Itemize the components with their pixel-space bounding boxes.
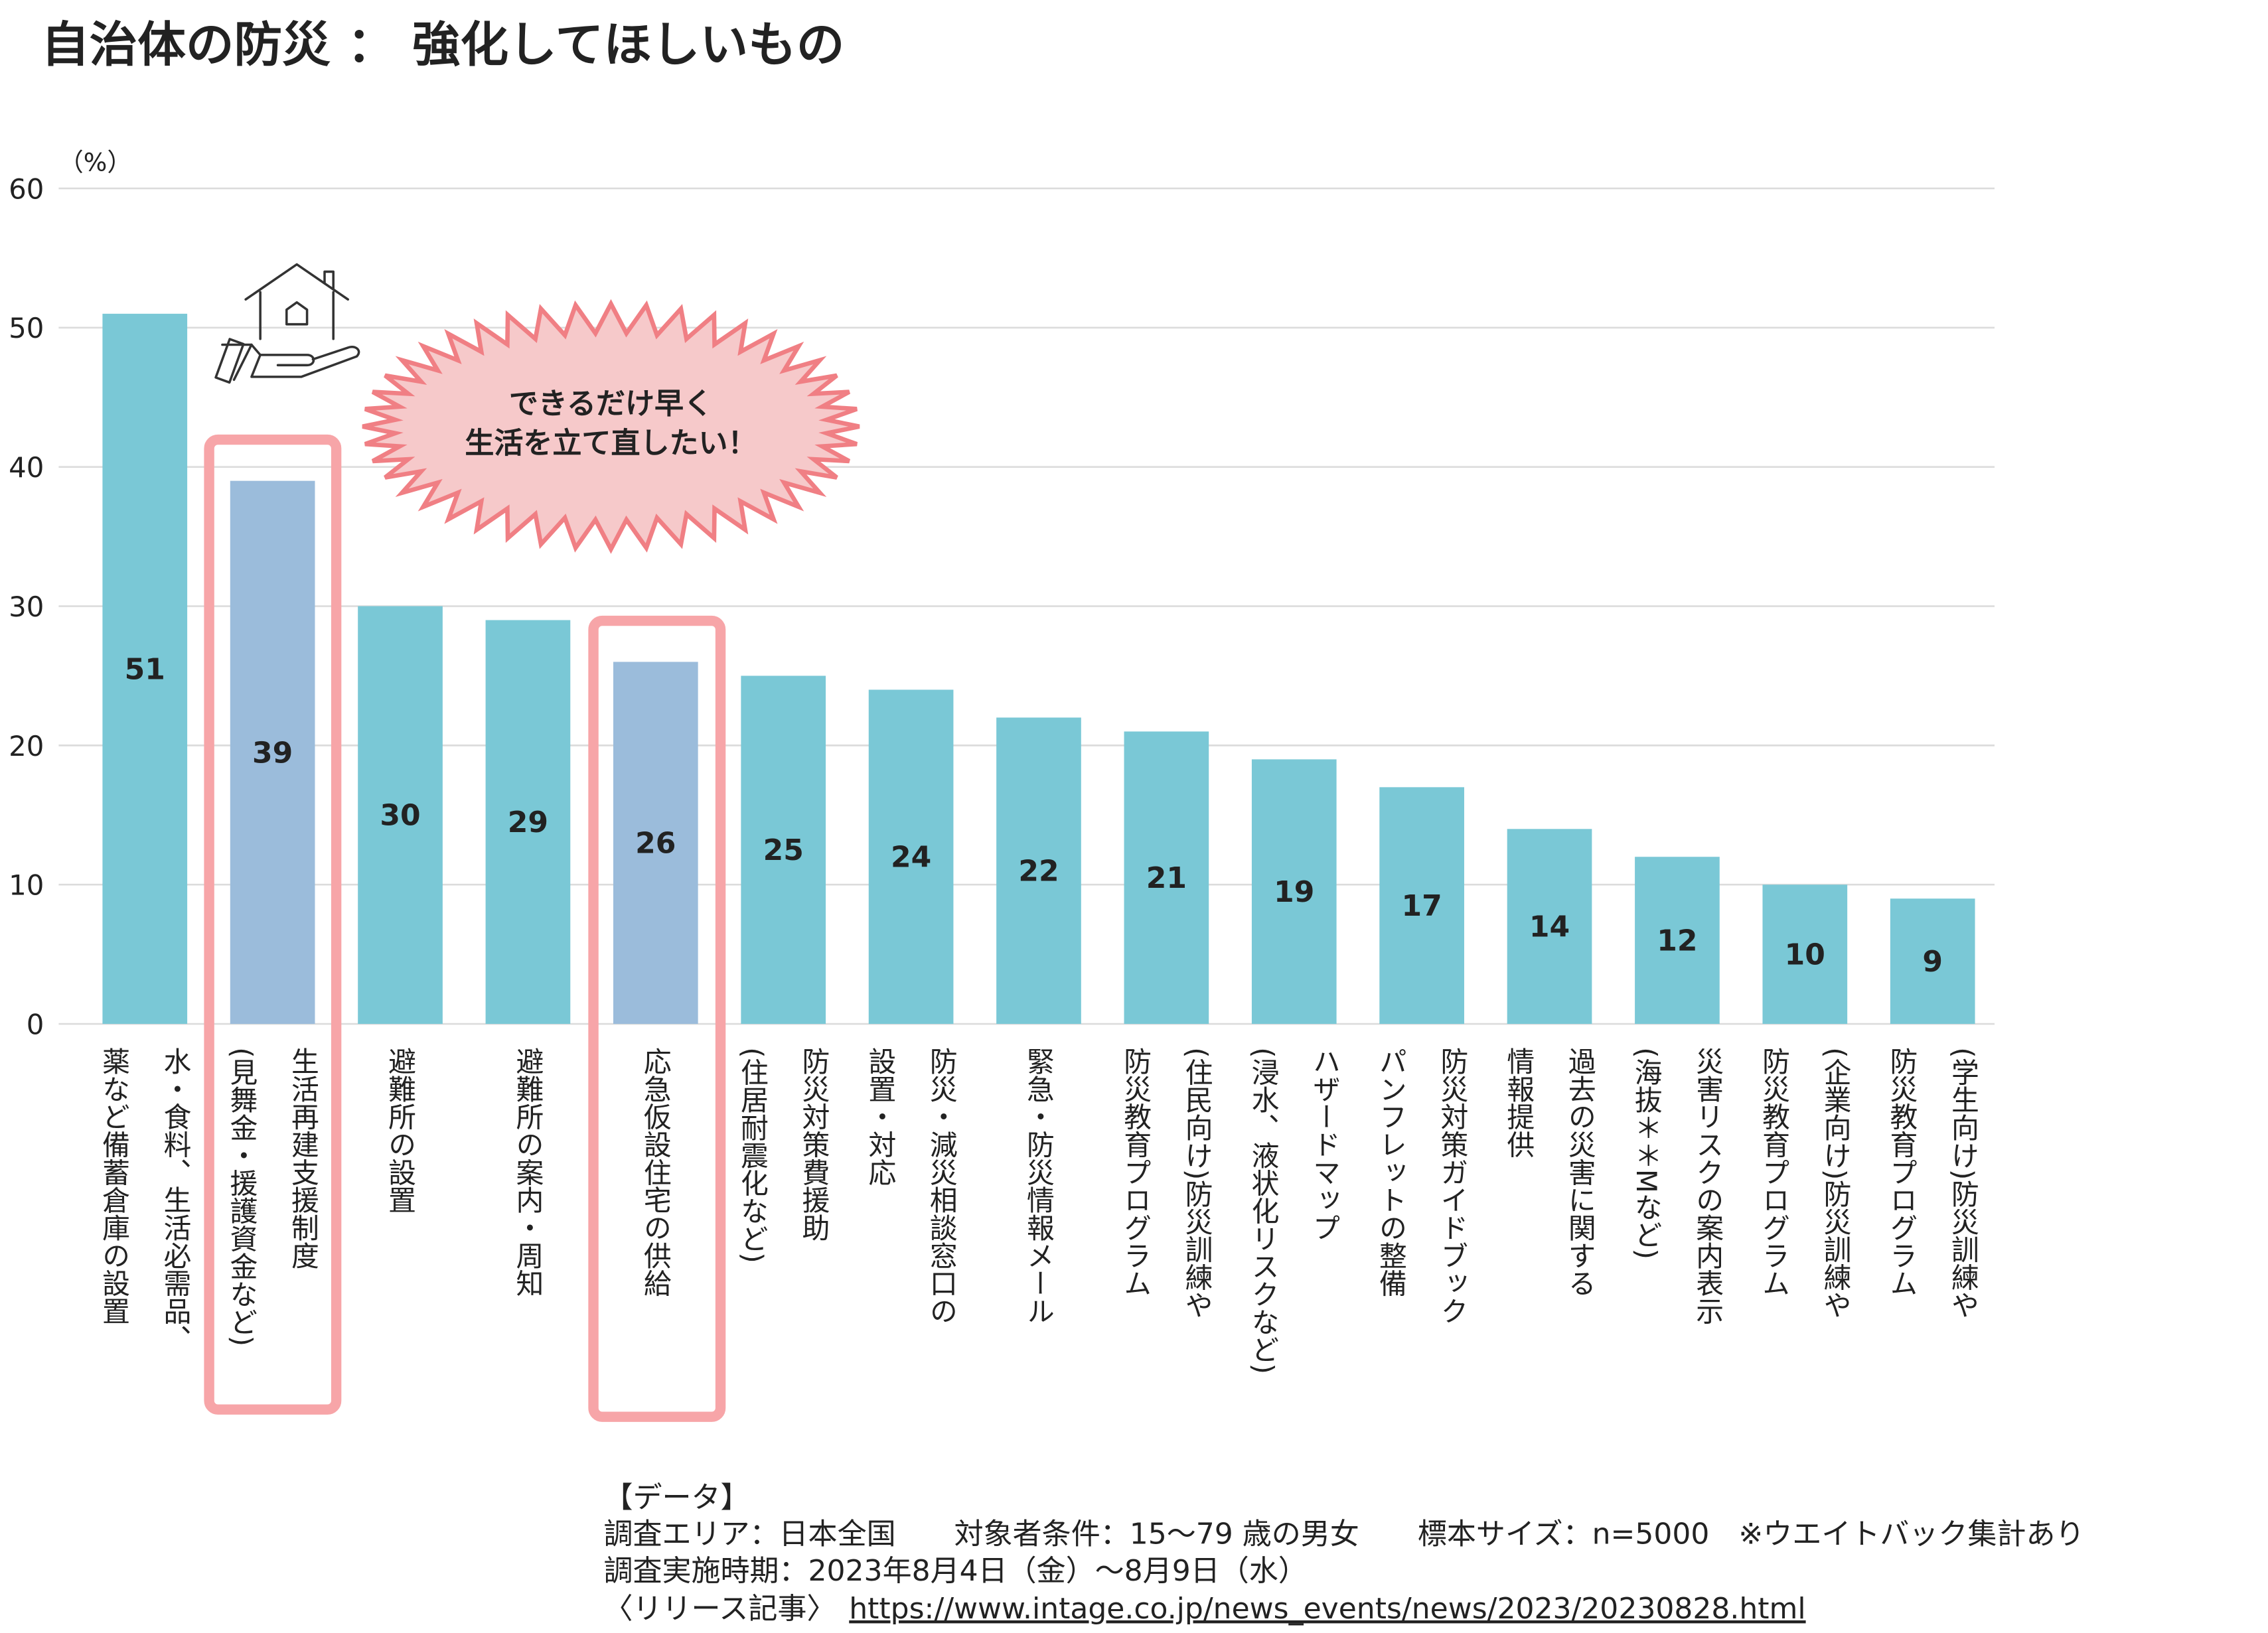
plot: 0 10 20 30 40 50 60 51 水・食料、生活必需品、薬など備蓄倉庫の設置 39 生活… bbox=[9, 173, 1995, 1374]
chart-title: 自治体の防災 ： 強化してほしいもの bbox=[41, 17, 844, 73]
highlight-frame bbox=[204, 434, 342, 1415]
y-unit-label: （%） bbox=[58, 148, 131, 177]
y-tick-label: 50 bbox=[9, 312, 44, 344]
bar bbox=[230, 480, 315, 1025]
x-tick-label: パンフレットの整備 bbox=[1375, 1047, 1407, 1297]
x-tick-label: (住居耐震化など) bbox=[736, 1047, 769, 1263]
y-tick-label: 30 bbox=[9, 591, 44, 623]
footer: 【データ】 調査エリア：日本全国 対象者条件：15～79 歳の男女 標本サイズ：… bbox=[603, 1481, 2084, 1626]
footer-heading: 【データ】 bbox=[603, 1481, 749, 1515]
x-tick-label: 生活再建支援制度 bbox=[287, 1047, 319, 1269]
x-tick-label: 防災・減災相談窓口の bbox=[925, 1047, 958, 1324]
x-tick-label: 防災教育プログラム bbox=[1120, 1047, 1152, 1297]
value-label: 24 bbox=[891, 841, 931, 875]
footer-line: 調査エリア：日本全国 対象者条件：15～79 歳の男女 標本サイズ：n=5000… bbox=[603, 1518, 2084, 1551]
x-tick-label: 応急仮設住宅の供給 bbox=[639, 1047, 672, 1297]
value-label: 10 bbox=[1785, 938, 1825, 972]
x-tick-label: 避難所の設置 bbox=[384, 1047, 417, 1214]
value-label: 21 bbox=[1146, 861, 1187, 895]
y-tick-label: 20 bbox=[9, 730, 44, 762]
x-tick-label: (企業向け)防災訓練や bbox=[1819, 1047, 1852, 1318]
value-label: 14 bbox=[1529, 910, 1570, 944]
bar bbox=[1251, 759, 1337, 1025]
bar bbox=[613, 662, 698, 1025]
bar bbox=[1507, 829, 1592, 1025]
x-tick-label: 防災教育プログラム bbox=[1758, 1047, 1791, 1297]
bar bbox=[1635, 857, 1720, 1025]
value-label: 25 bbox=[763, 833, 804, 867]
value-label: 17 bbox=[1402, 889, 1442, 923]
y-tick-label: 40 bbox=[9, 451, 44, 484]
x-tick-label: 防災教育プログラム bbox=[1886, 1047, 1918, 1297]
value-label: 22 bbox=[1018, 855, 1059, 888]
x-tick-label: 災害リスクの案内表示 bbox=[1692, 1047, 1724, 1324]
house-icon bbox=[214, 263, 360, 384]
bar bbox=[1890, 898, 1975, 1025]
bar bbox=[485, 620, 571, 1025]
bar bbox=[1762, 885, 1848, 1025]
bar bbox=[358, 606, 443, 1025]
x-tick-label: 薬など備蓄倉庫の設置 bbox=[98, 1047, 131, 1324]
value-label: 12 bbox=[1657, 924, 1697, 958]
value-label: 39 bbox=[252, 736, 293, 770]
bar bbox=[996, 717, 1081, 1025]
bar bbox=[1379, 787, 1464, 1025]
value-label: 51 bbox=[125, 652, 165, 686]
value-label: 19 bbox=[1274, 875, 1314, 909]
x-tick-label: (学生向け)防災訓練や bbox=[1947, 1047, 1979, 1318]
y-tick-label: 60 bbox=[9, 173, 44, 205]
footer-line: 調査実施時期：2023年8月4日（金）～8月9日（水） bbox=[603, 1554, 1307, 1588]
callout-text: 生活を立て直したい！ bbox=[465, 426, 757, 460]
x-tick-label: 防災対策ガイドブック bbox=[1436, 1047, 1469, 1324]
x-tick-label: 避難所の案内・周知 bbox=[512, 1047, 544, 1297]
x-tick-label: (海抜＊＊Mなど) bbox=[1630, 1047, 1663, 1259]
bar bbox=[1124, 731, 1209, 1025]
x-tick-label: 過去の災害に関する bbox=[1564, 1047, 1596, 1297]
x-tick-label: 防災対策費援助 bbox=[798, 1047, 830, 1242]
x-tick-label: (見舞金・援護資金など) bbox=[226, 1047, 258, 1346]
bar bbox=[741, 675, 826, 1025]
callout-text: できるだけ早く bbox=[509, 387, 713, 421]
highlight-frame bbox=[588, 615, 726, 1422]
x-tick-label: 情報提供 bbox=[1503, 1047, 1535, 1158]
release-link[interactable]: https://www.intage.co.jp/news_events/new… bbox=[849, 1592, 1805, 1626]
x-tick-label: 設置・対応 bbox=[864, 1047, 897, 1186]
x-tick-label: ハザードマップ bbox=[1308, 1047, 1341, 1242]
callout-burst bbox=[362, 299, 860, 554]
value-label: 30 bbox=[380, 799, 420, 833]
x-tick-label: 緊急・防災情報メール bbox=[1022, 1047, 1055, 1324]
y-tick-label: 10 bbox=[9, 869, 44, 902]
release-label: 〈リリース記事〉 bbox=[603, 1592, 836, 1626]
x-tick-label: (浸水、液状化リスクなど) bbox=[1247, 1047, 1280, 1374]
y-tick-label: 0 bbox=[27, 1008, 44, 1040]
value-label: 26 bbox=[635, 827, 676, 861]
bar bbox=[102, 313, 188, 1025]
x-tick-label: 水・食料、生活必需品、 bbox=[159, 1047, 192, 1352]
bar bbox=[868, 689, 954, 1025]
value-label: 29 bbox=[508, 806, 548, 839]
x-tick-label: (住民向け)防災訓練や bbox=[1181, 1047, 1213, 1318]
value-label: 9 bbox=[1922, 945, 1943, 979]
